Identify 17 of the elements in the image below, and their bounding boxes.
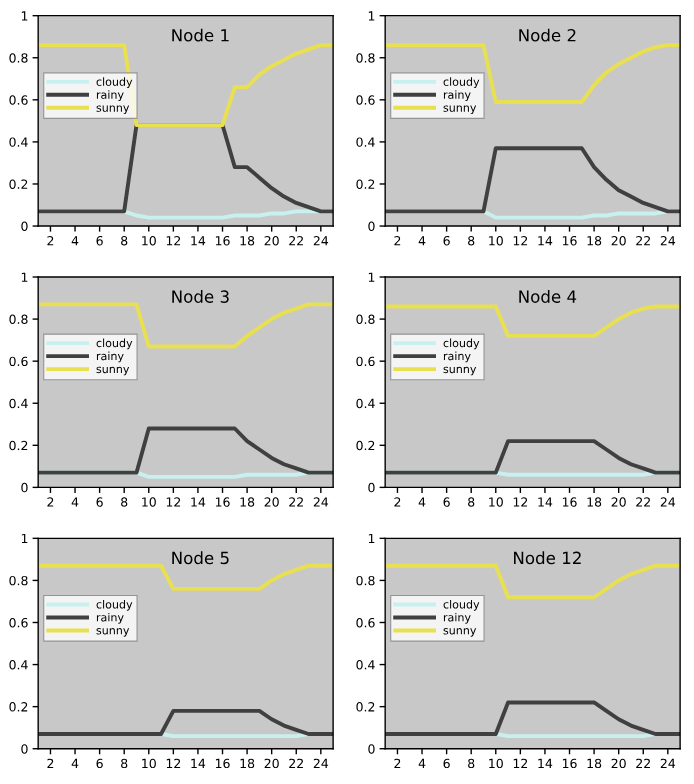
text: Node 1: [172, 28, 229, 42]
line-series: [38, 302, 334, 349]
line-series: [385, 439, 681, 475]
line-series: [385, 700, 681, 736]
text: Node 2: [519, 28, 576, 42]
line-series: [385, 146, 681, 214]
line-series: [38, 563, 334, 591]
line-series: [385, 43, 681, 104]
line-series: [38, 708, 334, 736]
text: Node 5: [172, 551, 229, 565]
line-series: [385, 304, 681, 338]
text: Node 3: [172, 289, 229, 303]
text: Node 4: [519, 289, 577, 303]
line-series: [385, 563, 681, 600]
line-series: [38, 43, 334, 128]
line-series: [38, 426, 334, 475]
text: Node 12: [514, 551, 581, 565]
